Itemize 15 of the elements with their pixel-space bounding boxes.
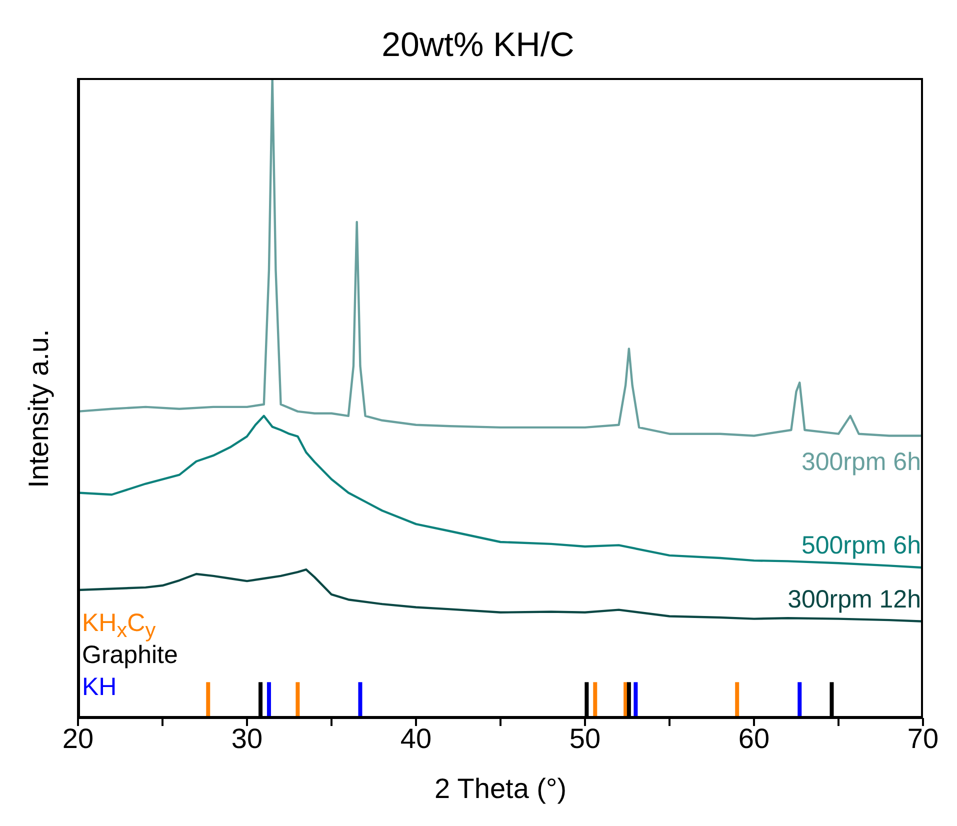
y-axis-title: Intensity a.u. bbox=[22, 329, 54, 488]
text: KH$_{x}$C$_{y}$ bbox=[82, 609, 156, 642]
text: KH bbox=[82, 672, 117, 702]
x-axis-title: 2 Theta (°) bbox=[434, 773, 567, 804]
x-tick-label: 50 bbox=[569, 722, 601, 754]
x-tick-label: 20 bbox=[62, 722, 94, 754]
x-tick-label: 70 bbox=[907, 722, 939, 754]
text: Graphite bbox=[82, 641, 178, 670]
x-tick-label: 60 bbox=[738, 722, 770, 754]
x-tick-label: 40 bbox=[400, 722, 432, 754]
series-label: 300rpm 6h bbox=[801, 448, 921, 476]
chart-title: 20wt% KH/C bbox=[380, 26, 576, 65]
x-tick-label: 30 bbox=[231, 722, 263, 754]
series-label: 500rpm 6h bbox=[801, 532, 921, 560]
series-label: 300rpm 12h bbox=[788, 585, 921, 614]
